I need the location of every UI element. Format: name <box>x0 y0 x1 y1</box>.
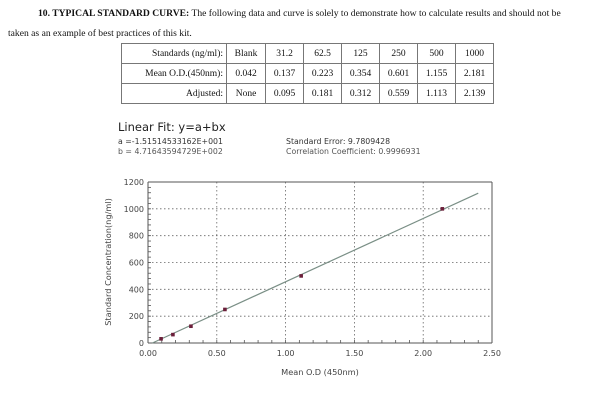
y-tick-label: 1200 <box>124 178 144 187</box>
y-axis-label: Standard Concentration(ng/ml) <box>103 198 113 326</box>
x-axis-label: Mean O.D (450nm) <box>281 367 359 377</box>
table-cell: 0.559 <box>379 83 418 104</box>
fit-correlation: Correlation Coefficient: 0.9996931 <box>286 147 421 156</box>
data-point <box>159 337 163 341</box>
x-tick-label: 2.00 <box>414 349 432 358</box>
chart-grid <box>148 182 492 343</box>
data-point <box>440 207 445 211</box>
data-points <box>159 207 445 341</box>
heading-text: The following data and curve is solely t… <box>189 8 561 19</box>
fit-standard-error: Standard Error: 9.7809428 <box>286 137 391 146</box>
x-tick-label: 2.50 <box>483 349 501 358</box>
section-heading: 10. TYPICAL STANDARD CURVE: The followin… <box>0 6 600 42</box>
table-cell: 2.139 <box>455 83 494 104</box>
data-point <box>223 307 227 312</box>
y-tick-label: 800 <box>129 232 144 241</box>
x-tick-labels: 0.00 0.50 1.00 1.50 2.00 2.50 <box>139 349 501 358</box>
y-tick-labels: 0 200 400 600 800 1000 1200 <box>124 178 144 348</box>
row-label: Adjusted: <box>121 83 227 104</box>
y-tick-label: 400 <box>129 285 144 294</box>
table-row-mean-od: Mean O.D.(450nm): 0.042 0.137 0.223 0.35… <box>121 63 494 84</box>
y-tick-label: 600 <box>129 259 144 268</box>
fit-title: Linear Fit: y=a+bx <box>118 120 226 134</box>
x-tick-label: 1.00 <box>277 349 295 358</box>
table-row-adjusted: Adjusted: None 0.095 0.181 0.312 0.559 1… <box>121 83 494 104</box>
standards-table: Standards (ng/ml): Blank 31.2 62.5 125 2… <box>121 43 494 104</box>
fit-line <box>152 192 479 344</box>
fit-coefficient-b: b = 4.71643594729E+002 <box>118 147 223 156</box>
data-point <box>189 324 193 329</box>
y-tick-label: 200 <box>129 312 144 321</box>
x-tick-label: 1.50 <box>345 349 363 358</box>
y-tick-label: 1000 <box>124 205 144 214</box>
x-tick-label: 0.00 <box>139 349 157 358</box>
data-point <box>171 332 175 337</box>
heading-text-continued: taken as an example of best practices of… <box>8 28 192 39</box>
x-tick-label: 0.50 <box>208 349 226 358</box>
chart-axes <box>147 181 493 344</box>
fit-coefficient-a: a =-1.51514533162E+001 <box>118 137 223 146</box>
y-tick-label: 0 <box>139 339 144 348</box>
data-point <box>299 274 303 278</box>
section-label: 10. TYPICAL STANDARD CURVE: <box>38 8 190 19</box>
